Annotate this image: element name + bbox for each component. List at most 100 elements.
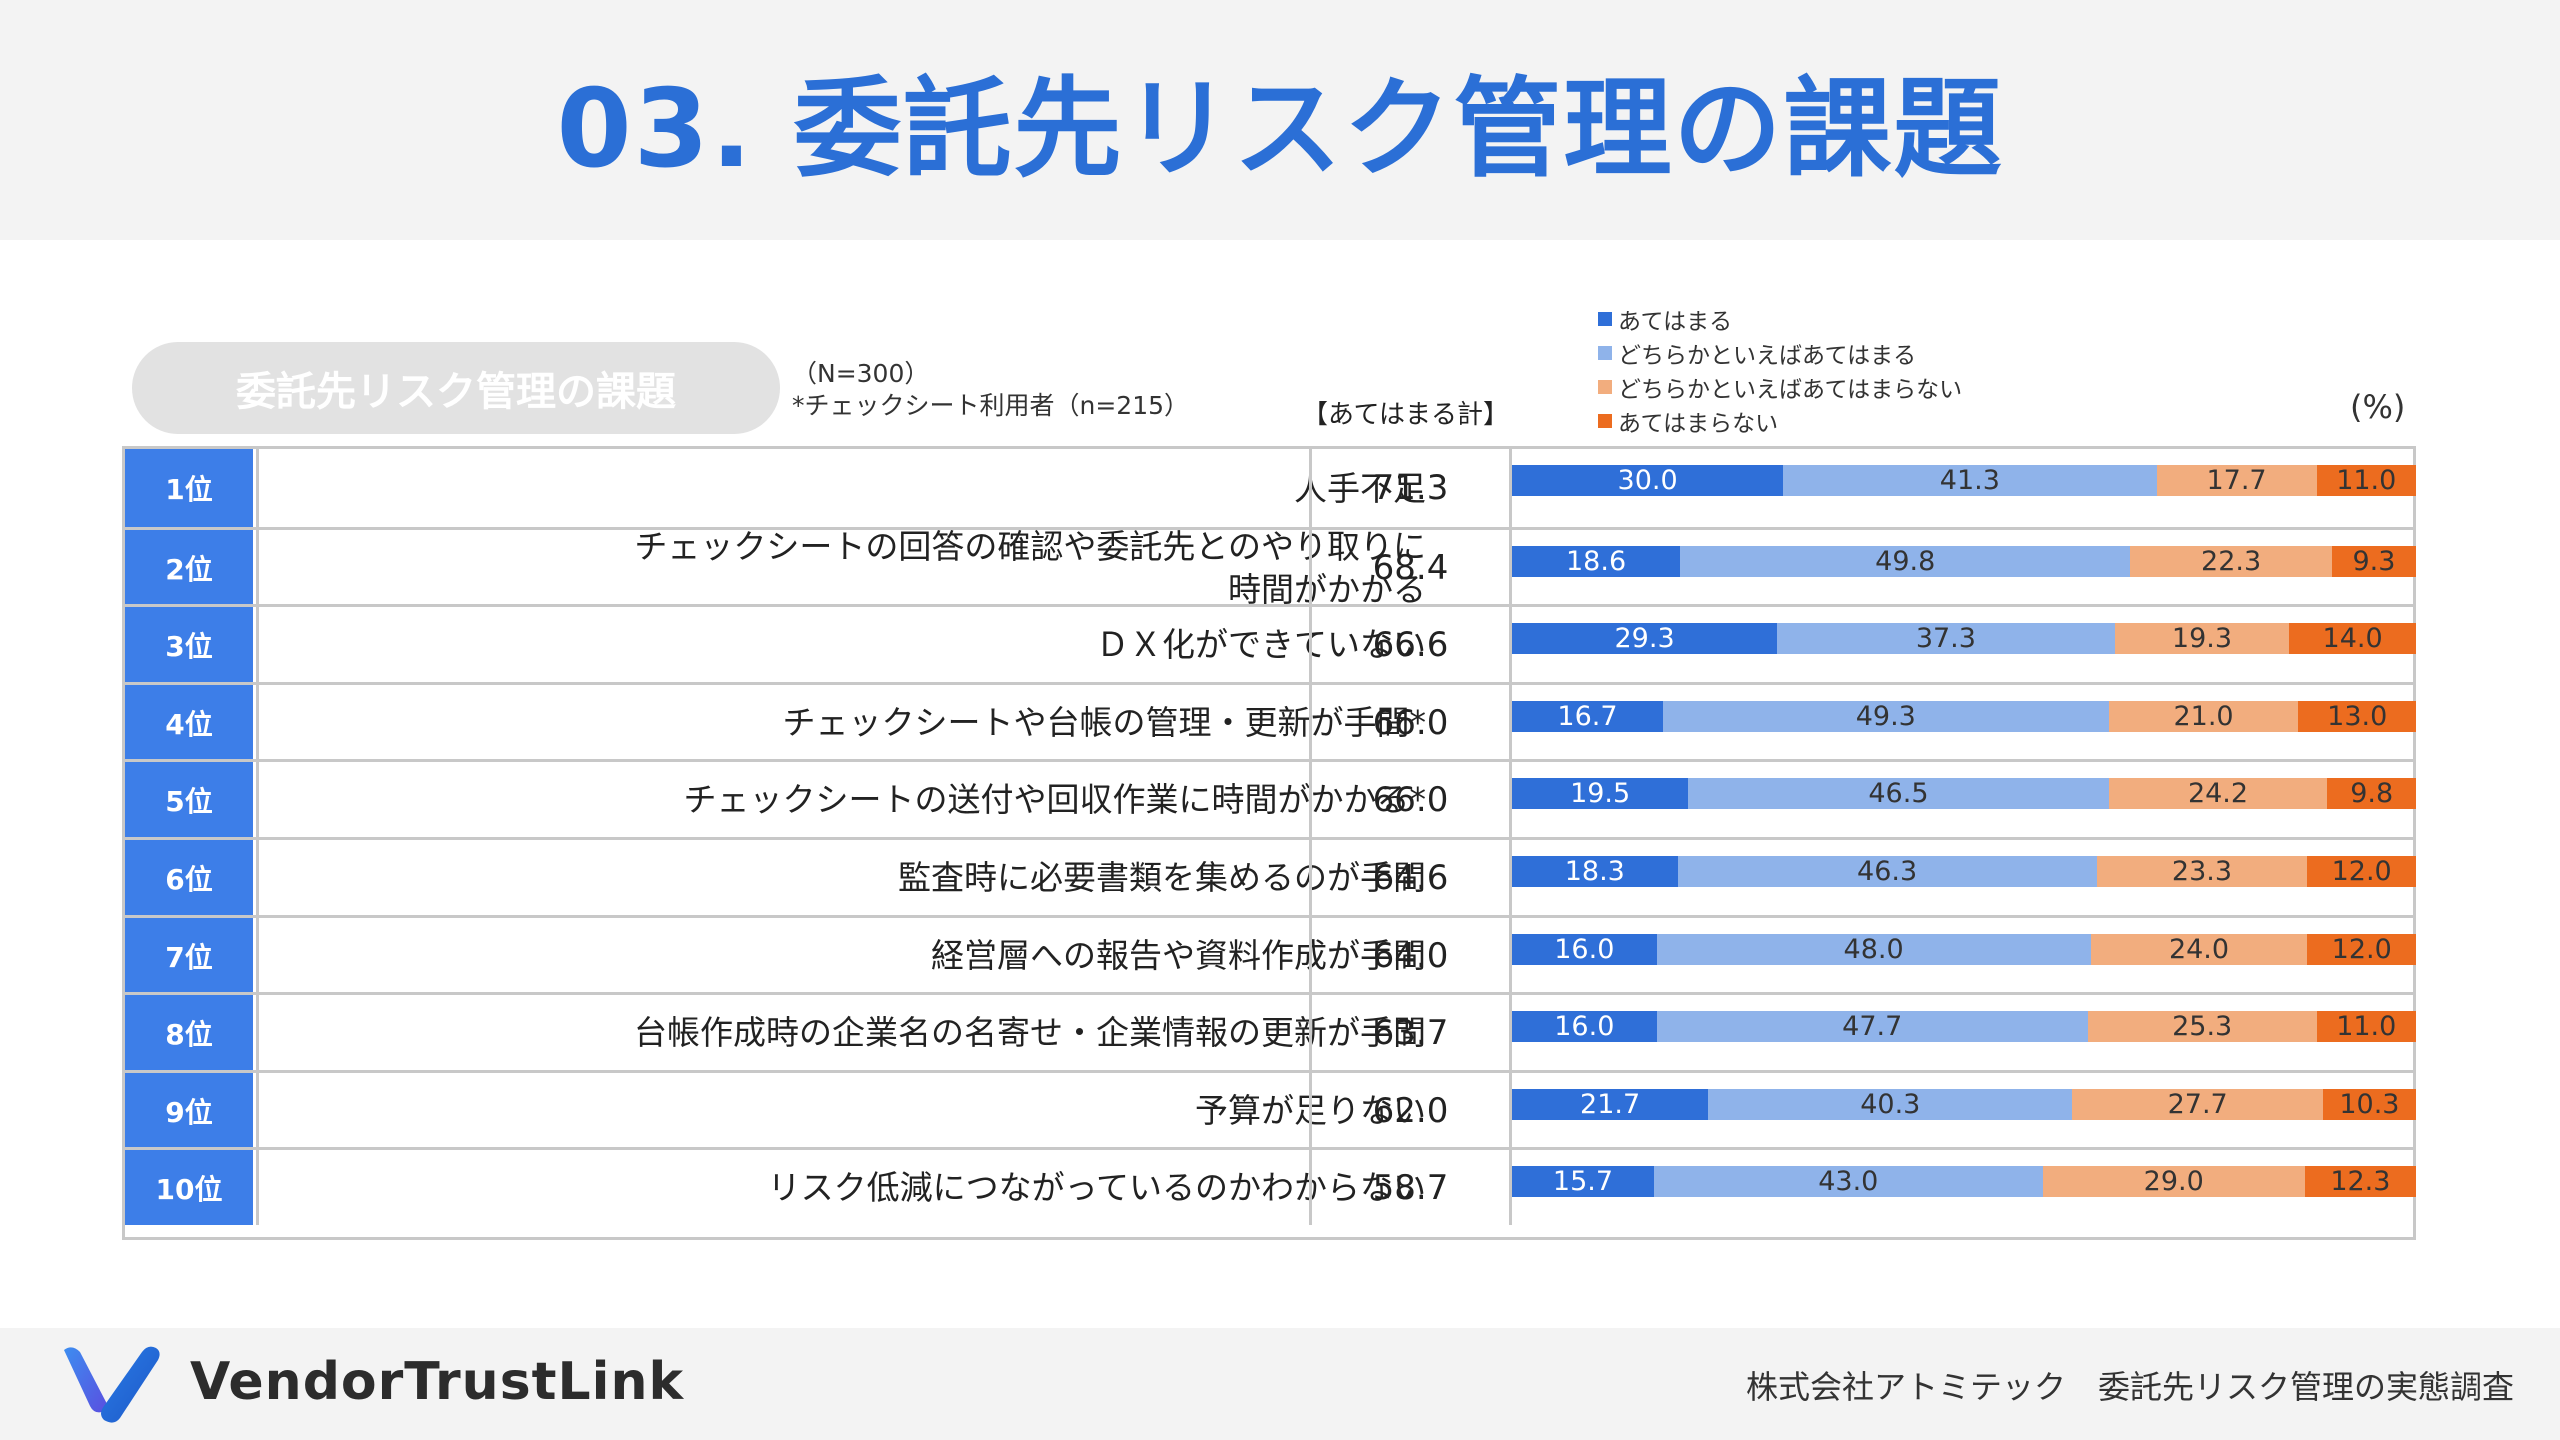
table-row: 8位 台帳作成時の企業名の名寄せ・企業情報の更新が手間 63.7 16.0 47.7 25… [125, 992, 2416, 1070]
bar-cell: 18.3 46.3 23.3 12.0 [1509, 840, 2416, 915]
stacked-bar: 30.0 41.3 17.7 11.0 [1512, 464, 2416, 496]
rank-badge: 5位 [125, 762, 253, 837]
applies-total-value: 68.4 [1309, 530, 1509, 605]
legend-item-applies: あてはまる [1598, 302, 1962, 336]
bar-cell: 16.0 47.7 25.3 11.0 [1509, 995, 2416, 1070]
bar-cell: 21.7 40.3 27.7 10.3 [1509, 1073, 2416, 1148]
bar-segment-applies: 16.0 [1512, 933, 1657, 965]
table-row: 3位 ＤＸ化ができていない 66.6 29.3 37.3 19.3 14.0 [125, 604, 2416, 682]
survey-credit: 株式会社アトミテック 委託先リスク管理の実態調査 [1745, 1368, 2514, 1406]
legend-swatch [1598, 414, 1612, 428]
bar-cell: 30.0 41.3 17.7 11.0 [1509, 449, 2416, 527]
bar-segment-applies: 30.0 [1512, 464, 1784, 496]
bar-segment-somewhat-not: 27.7 [2072, 1088, 2323, 1120]
rank-badge: 3位 [125, 607, 253, 682]
bar-segment-somewhat-applies: 41.3 [1783, 464, 2157, 496]
bar-segment-somewhat-applies: 46.5 [1688, 777, 2109, 809]
header-band [0, 0, 2560, 240]
table-row: 2位 チェックシートの回答の確認や委託先とのやり取りに 時間がかかる 68.4 18.6… [125, 527, 2416, 609]
bar-cell: 16.7 49.3 21.0 13.0 [1509, 685, 2416, 760]
bar-segment-somewhat-applies: 37.3 [1777, 622, 2115, 654]
bar-segment-somewhat-not: 17.7 [2156, 464, 2317, 496]
bar-segment-somewhat-applies: 47.7 [1656, 1010, 2088, 1042]
bar-segment-somewhat-applies: 48.0 [1656, 933, 2091, 965]
applies-total-value: 63.7 [1309, 995, 1509, 1070]
sample-note: （N=300） [792, 359, 930, 388]
applies-total-value: 66.0 [1309, 685, 1509, 760]
applies-total-value: 66.6 [1309, 607, 1509, 682]
legend-label: あてはまる [1618, 309, 1733, 335]
bar-segment-applies: 21.7 [1512, 1088, 1709, 1120]
bar-segment-not-apply: 9.3 [2331, 545, 2416, 577]
ranking-chart-table: 1位 人手不足 71.3 30.0 41.3 17.7 11.0 2位 チェックシートの回答の確… [122, 446, 2416, 1240]
rank-badge: 10位 [125, 1150, 253, 1225]
legend-item-not-apply: あてはまらない [1598, 404, 1962, 438]
legend-item-somewhat-not: どちらかといえばあてはまらない [1598, 370, 1962, 404]
bar-segment-somewhat-not: 24.2 [2108, 777, 2328, 809]
bar-segment-not-apply: 12.0 [2307, 855, 2416, 887]
bar-segment-somewhat-not: 19.3 [2114, 622, 2290, 654]
rank-badge: 4位 [125, 685, 253, 760]
applies-total-value: 71.3 [1309, 449, 1509, 527]
bar-cell: 19.5 46.5 24.2 9.8 [1509, 762, 2416, 837]
rank-badge: 1位 [125, 449, 253, 527]
rank-badge: 8位 [125, 995, 253, 1070]
bar-segment-not-apply: 12.0 [2307, 933, 2416, 965]
table-row: 5位 チェックシートの送付や回収作業に時間がかかる* 66.0 19.5 46.5 24.… [125, 759, 2416, 837]
bar-cell: 29.3 37.3 19.3 14.0 [1509, 607, 2416, 682]
stacked-bar: 21.7 40.3 27.7 10.3 [1512, 1088, 2416, 1120]
item-label: ＤＸ化ができていない [256, 607, 1436, 682]
bar-segment-somewhat-not: 22.3 [2130, 545, 2332, 577]
bar-segment-somewhat-not: 24.0 [2090, 933, 2308, 965]
legend-item-somewhat-applies: どちらかといえばあてはまる [1598, 336, 1962, 370]
bar-segment-somewhat-applies: 49.8 [1680, 545, 2131, 577]
rank-badge: 9位 [125, 1073, 253, 1148]
table-row: 10位 リスク低減につながっているのかわからない 58.7 15.7 43.0 29.0 1… [125, 1147, 2416, 1225]
bar-segment-not-apply: 10.3 [2322, 1088, 2416, 1120]
percent-unit-label: (%) [2350, 388, 2406, 426]
stacked-bar: 18.3 46.3 23.3 12.0 [1512, 855, 2416, 887]
bar-segment-somewhat-applies: 46.3 [1677, 855, 2097, 887]
bar-segment-not-apply: 11.0 [2316, 1010, 2416, 1042]
bar-segment-not-apply: 11.0 [2316, 464, 2416, 496]
bar-cell: 15.7 43.0 29.0 12.3 [1509, 1150, 2416, 1225]
stacked-bar: 19.5 46.5 24.2 9.8 [1512, 777, 2416, 809]
footer-band [0, 1328, 2560, 1440]
item-label: 監査時に必要書類を集めるのが手間 [256, 840, 1436, 915]
item-label: チェックシートの回答の確認や委託先とのやり取りに 時間がかかる [256, 527, 1436, 609]
bar-segment-applies: 19.5 [1512, 777, 1689, 809]
item-label: チェックシートの送付や回収作業に時間がかかる* [256, 762, 1436, 837]
applies-total-value: 64.0 [1309, 918, 1509, 993]
bar-cell: 18.6 49.8 22.3 9.3 [1509, 530, 2416, 605]
rank-badge: 6位 [125, 840, 253, 915]
stacked-bar: 16.0 47.7 25.3 11.0 [1512, 1010, 2416, 1042]
stacked-bar: 16.0 48.0 24.0 12.0 [1512, 933, 2416, 965]
legend-label: どちらかといえばあてはまる [1618, 343, 1917, 369]
applies-total-value: 64.6 [1309, 840, 1509, 915]
bar-segment-not-apply: 12.3 [2304, 1165, 2416, 1197]
legend-swatch [1598, 346, 1612, 360]
bar-segment-somewhat-applies: 49.3 [1662, 700, 2109, 732]
vendortrustlink-logo-icon [64, 1346, 160, 1423]
bar-segment-somewhat-not: 25.3 [2087, 1010, 2317, 1042]
bar-segment-somewhat-not: 21.0 [2108, 700, 2299, 732]
legend-swatch [1598, 312, 1612, 326]
item-label: リスク低減につながっているのかわからない [256, 1150, 1436, 1225]
table-row: 9位 予算が足りない 62.0 21.7 40.3 27.7 10.3 [125, 1070, 2416, 1148]
bar-segment-not-apply: 9.8 [2327, 777, 2416, 809]
table-row: 4位 チェックシートや台帳の管理・更新が手間* 66.0 16.7 49.3 21.0 13… [125, 682, 2416, 760]
total-column-header: 【あてはまる計】 [1302, 400, 1509, 430]
bar-segment-somewhat-applies: 40.3 [1708, 1088, 2073, 1120]
stacked-bar: 16.7 49.3 21.0 13.0 [1512, 700, 2416, 732]
bar-cell: 16.0 48.0 24.0 12.0 [1509, 918, 2416, 993]
applies-total-value: 62.0 [1309, 1073, 1509, 1148]
bar-segment-applies: 18.6 [1512, 545, 1681, 577]
bar-segment-applies: 16.7 [1512, 700, 1663, 732]
legend-swatch [1598, 380, 1612, 394]
applies-total-value: 66.0 [1309, 762, 1509, 837]
stacked-bar: 15.7 43.0 29.0 12.3 [1512, 1165, 2416, 1197]
applies-total-value: 58.7 [1309, 1150, 1509, 1225]
bar-segment-not-apply: 13.0 [2298, 700, 2416, 732]
bar-segment-not-apply: 14.0 [2289, 622, 2416, 654]
table-row: 7位 経営層への報告や資料作成が手間 64.0 16.0 48.0 24.0 12.0 [125, 915, 2416, 993]
